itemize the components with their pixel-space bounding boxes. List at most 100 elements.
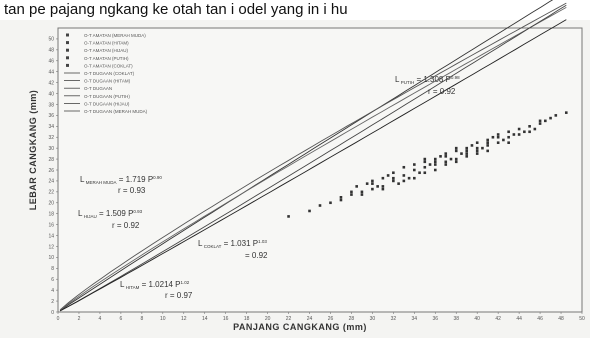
scatter-point xyxy=(465,152,469,155)
scatter-point xyxy=(465,149,469,153)
x-tick-label: 20 xyxy=(265,316,271,322)
x-tick-label: 22 xyxy=(286,316,292,322)
x-tick-label: 6 xyxy=(119,316,122,322)
scatter-point xyxy=(433,160,437,164)
scatter-point xyxy=(376,185,379,188)
scatter-point xyxy=(449,157,453,161)
scatter-point xyxy=(460,152,463,155)
equation-label: L HIJAU = 1.509 P0.93 xyxy=(78,209,143,219)
scatter-point xyxy=(517,133,521,136)
y-tick-label: 8 xyxy=(51,266,54,272)
y-tick-label: 38 xyxy=(48,102,54,108)
y-tick-label: 18 xyxy=(48,211,54,217)
scatter-point xyxy=(496,133,500,136)
x-tick-label: 16 xyxy=(223,316,229,322)
scatter-point xyxy=(533,127,537,131)
scatter-point xyxy=(381,187,385,191)
legend-label: O-T AMATAN (MERAH MUDA) xyxy=(84,33,146,38)
x-tick-label: 0 xyxy=(57,316,60,322)
x-tick-label: 26 xyxy=(328,316,334,322)
correlation-label: r = 0.92 xyxy=(428,87,456,96)
scatter-point xyxy=(308,209,311,213)
scatter-point xyxy=(538,122,542,125)
scatter-point xyxy=(428,163,432,166)
scatter-point xyxy=(371,182,374,185)
scatter-point xyxy=(433,168,437,172)
scatter-point xyxy=(523,130,526,134)
y-axis-title: LEBAR CANGKANG (mm) xyxy=(28,90,38,211)
x-tick-label: 8 xyxy=(140,316,143,322)
y-tick-label: 48 xyxy=(48,48,54,54)
x-tick-label: 36 xyxy=(432,316,438,322)
scatter-point xyxy=(465,146,469,150)
scatter-point xyxy=(350,193,353,196)
scatter-point xyxy=(486,141,489,144)
scatter-point xyxy=(371,179,374,183)
scatter-point xyxy=(371,187,374,191)
scatter-point xyxy=(486,138,489,142)
legend-label: O-T DUGAAN (COKLAT) xyxy=(84,71,135,76)
scatter-point xyxy=(350,190,353,194)
regression-curve xyxy=(59,4,567,312)
scatter-point xyxy=(475,149,479,153)
legend-marker xyxy=(66,63,69,67)
scatter-point xyxy=(360,190,364,194)
x-tick-label: 18 xyxy=(244,316,250,322)
regression-curve xyxy=(59,0,554,311)
scatter-point xyxy=(339,196,343,199)
scatter-point xyxy=(444,160,448,164)
scatter-point xyxy=(444,163,448,166)
scatter-point xyxy=(402,179,406,183)
x-tick-label: 30 xyxy=(370,316,376,322)
scatter-point xyxy=(392,171,395,175)
scatter-point xyxy=(360,193,364,196)
y-tick-label: 36 xyxy=(48,113,54,119)
y-tick-label: 26 xyxy=(48,168,54,174)
x-tick-label: 48 xyxy=(558,316,564,322)
legend-marker xyxy=(66,41,69,45)
scatter-point xyxy=(287,215,290,218)
scatter-point xyxy=(392,179,395,183)
scatter-point xyxy=(402,174,406,177)
scatter-point xyxy=(544,119,547,123)
regression-curve xyxy=(59,7,567,311)
scatter-point xyxy=(528,125,531,128)
scatter-point xyxy=(496,141,500,144)
correlation-label: r = 0.93 xyxy=(118,186,146,195)
y-tick-label: 22 xyxy=(48,190,54,196)
scatter-point xyxy=(507,141,510,144)
scatter-point xyxy=(339,198,343,202)
correlation-label: = 0.92 xyxy=(245,251,268,260)
scatter-point xyxy=(397,182,400,185)
scatter-point xyxy=(454,146,458,150)
scatter-point xyxy=(444,155,448,158)
legend-label: O-T DUGAAN (PUTIH) xyxy=(84,94,130,99)
scatter-point xyxy=(329,201,332,205)
scatter-point xyxy=(502,138,505,142)
scatter-point xyxy=(413,176,416,180)
scatter-point xyxy=(381,185,385,188)
scatter-point xyxy=(528,130,531,134)
y-tick-label: 44 xyxy=(48,69,54,75)
scatter-point xyxy=(465,155,469,158)
scatter-point xyxy=(318,204,322,207)
scatter-point xyxy=(433,157,437,161)
scatter-point xyxy=(423,171,427,175)
scatter-point xyxy=(507,130,510,134)
x-tick-label: 4 xyxy=(99,316,102,322)
scatter-point xyxy=(439,155,442,158)
x-tick-label: 46 xyxy=(537,316,543,322)
x-axis-title: PANJANG CANGKANG (mm) xyxy=(233,322,367,332)
y-tick-label: 6 xyxy=(51,277,54,283)
scatter-point xyxy=(454,157,458,161)
y-tick-label: 20 xyxy=(48,201,54,207)
legend-label: O-T DUGAAN xyxy=(84,86,112,91)
y-tick-label: 16 xyxy=(48,222,54,228)
x-tick-label: 12 xyxy=(181,316,187,322)
header-text: tan pe pajang ngkang ke otah tan i odel … xyxy=(0,0,590,20)
scatter-point xyxy=(496,135,500,139)
y-tick-label: 2 xyxy=(51,299,54,305)
scatter-point xyxy=(486,149,489,153)
